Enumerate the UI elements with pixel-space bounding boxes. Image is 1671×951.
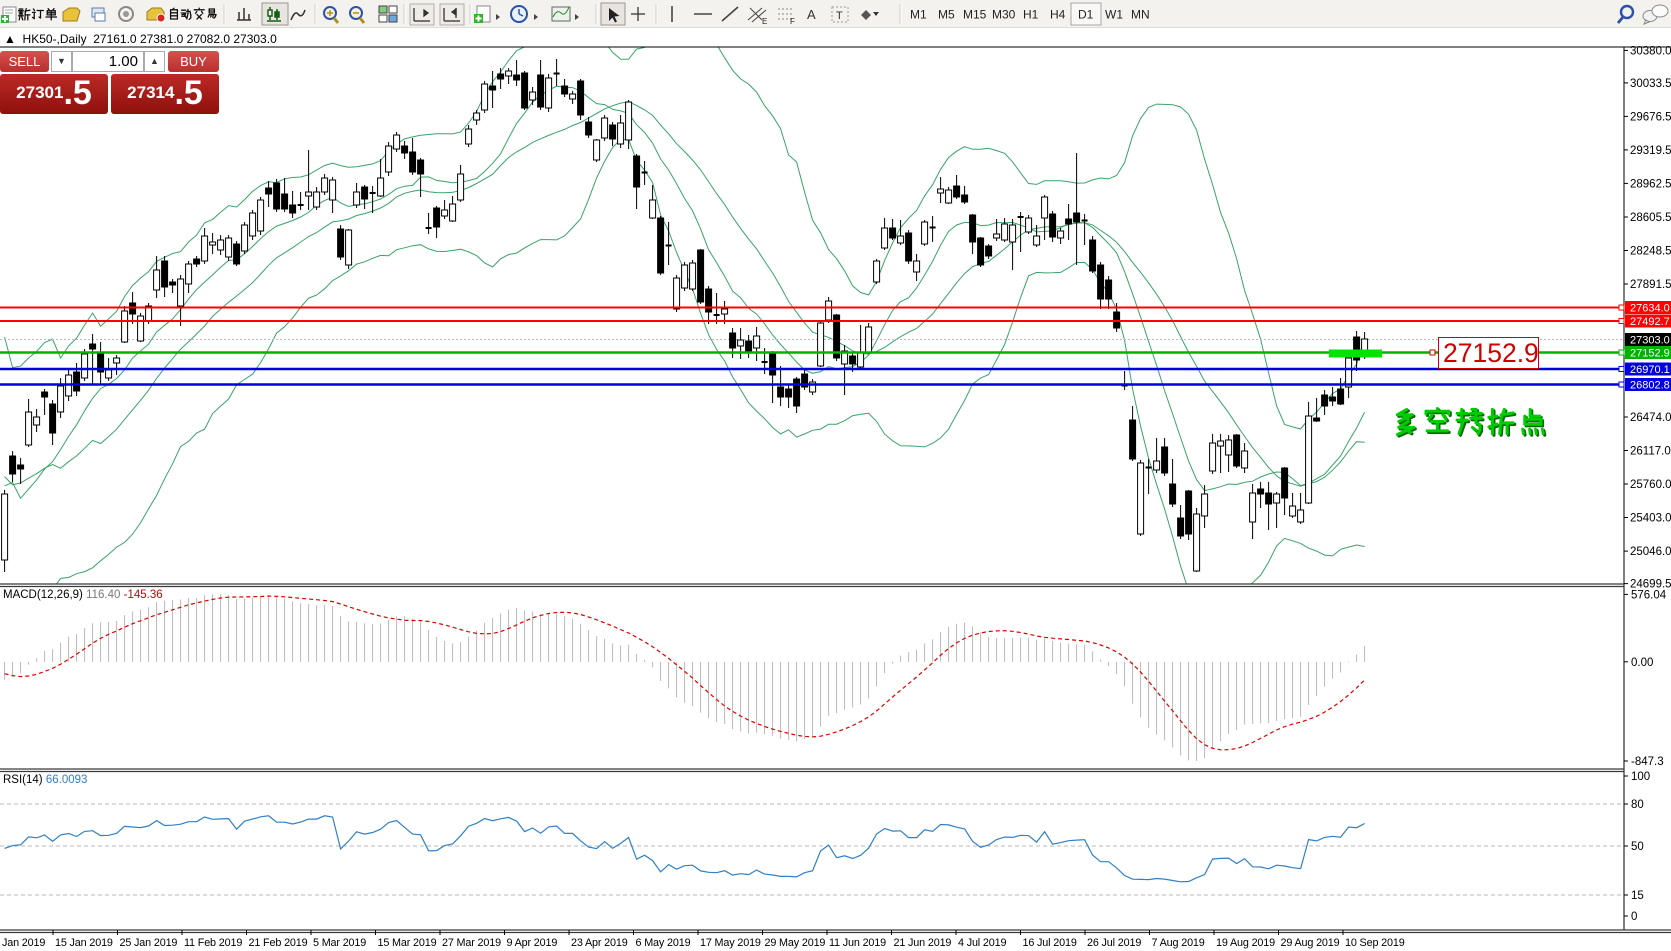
svg-text:W1: W1 <box>1105 8 1123 22</box>
svg-text:100: 100 <box>1631 771 1650 783</box>
svg-text:26 Jul 2019: 26 Jul 2019 <box>1087 937 1141 949</box>
svg-text:RSI(14) 66.0093: RSI(14) 66.0093 <box>3 774 87 786</box>
svg-text:21 Feb 2019: 21 Feb 2019 <box>249 937 308 949</box>
svg-text:MN: MN <box>1131 8 1150 22</box>
svg-text:28605.5: 28605.5 <box>1630 212 1671 224</box>
svg-text:25403.0: 25403.0 <box>1630 513 1671 525</box>
svg-text:576.04: 576.04 <box>1631 589 1667 601</box>
svg-text:26970.1: 26970.1 <box>1630 364 1670 376</box>
svg-text:H1: H1 <box>1023 8 1039 22</box>
svg-text:50: 50 <box>1631 841 1644 853</box>
svg-text:15 Mar 2019: 15 Mar 2019 <box>378 937 437 949</box>
svg-text:6 May 2019: 6 May 2019 <box>636 937 691 949</box>
svg-text:F: F <box>790 17 795 26</box>
svg-text:E: E <box>762 17 767 26</box>
svg-text:25760.0: 25760.0 <box>1630 479 1671 491</box>
svg-text:H4: H4 <box>1050 8 1066 22</box>
svg-text:M5: M5 <box>938 8 955 22</box>
svg-text:27303.0: 27303.0 <box>1630 335 1670 347</box>
svg-text:28962.5: 28962.5 <box>1630 178 1671 190</box>
svg-text:25046.0: 25046.0 <box>1630 546 1671 558</box>
svg-text:26474.0: 26474.0 <box>1630 412 1671 424</box>
svg-text:30033.5: 30033.5 <box>1630 78 1671 90</box>
svg-text:80: 80 <box>1631 799 1644 811</box>
svg-text:M1: M1 <box>910 8 927 22</box>
svg-text:17 May 2019: 17 May 2019 <box>700 937 761 949</box>
svg-text:Jan 2019: Jan 2019 <box>2 937 45 949</box>
svg-text:10 Sep 2019: 10 Sep 2019 <box>1345 937 1405 949</box>
svg-text:M15: M15 <box>963 8 987 22</box>
svg-text:11 Jun 2019: 11 Jun 2019 <box>829 937 886 949</box>
svg-text:11 Feb 2019: 11 Feb 2019 <box>184 937 242 949</box>
svg-text:29 Aug 2019: 29 Aug 2019 <box>1281 937 1340 949</box>
svg-text:29319.5: 29319.5 <box>1630 145 1671 157</box>
svg-text:0: 0 <box>1631 911 1637 923</box>
svg-text:27492.7: 27492.7 <box>1630 316 1670 328</box>
svg-text:15 Jan 2019: 15 Jan 2019 <box>55 937 113 949</box>
svg-text:27152.9: 27152.9 <box>1630 348 1670 360</box>
svg-text:T: T <box>836 10 843 22</box>
svg-text:29676.5: 29676.5 <box>1630 111 1671 123</box>
svg-text:-847.3: -847.3 <box>1631 756 1664 768</box>
svg-text:5 Mar 2019: 5 Mar 2019 <box>313 937 366 949</box>
svg-text:21 Jun 2019: 21 Jun 2019 <box>894 937 952 949</box>
svg-text:M30: M30 <box>992 8 1016 22</box>
svg-text:27 Mar 2019: 27 Mar 2019 <box>442 937 501 949</box>
svg-text:4 Jul 2019: 4 Jul 2019 <box>958 937 1006 949</box>
svg-text:26802.8: 26802.8 <box>1630 380 1670 392</box>
svg-text:27891.5: 27891.5 <box>1630 279 1671 291</box>
svg-text:7 Aug 2019: 7 Aug 2019 <box>1152 937 1205 949</box>
svg-text:30380.0: 30380.0 <box>1630 45 1671 57</box>
svg-text:27152.9: 27152.9 <box>1443 338 1539 368</box>
svg-text:28248.5: 28248.5 <box>1630 246 1671 258</box>
svg-text:16 Jul 2019: 16 Jul 2019 <box>1023 937 1077 949</box>
svg-text:9 Apr 2019: 9 Apr 2019 <box>507 937 558 949</box>
svg-text:19 Aug 2019: 19 Aug 2019 <box>1216 937 1275 949</box>
svg-text:24699.5: 24699.5 <box>1630 579 1671 591</box>
svg-text:29 May 2019: 29 May 2019 <box>765 937 826 949</box>
svg-text:23 Apr 2019: 23 Apr 2019 <box>571 937 628 949</box>
svg-text:15: 15 <box>1631 890 1644 902</box>
svg-text:D1: D1 <box>1078 8 1094 22</box>
svg-text:0.00: 0.00 <box>1631 657 1653 669</box>
svg-text:27634.0: 27634.0 <box>1630 303 1670 315</box>
svg-text:25 Jan 2019: 25 Jan 2019 <box>120 937 178 949</box>
svg-text:A: A <box>807 7 816 22</box>
svg-text:MACD(12,26,9) 116.40 -145.36: MACD(12,26,9) 116.40 -145.36 <box>3 589 163 601</box>
svg-text:26117.0: 26117.0 <box>1630 446 1671 458</box>
